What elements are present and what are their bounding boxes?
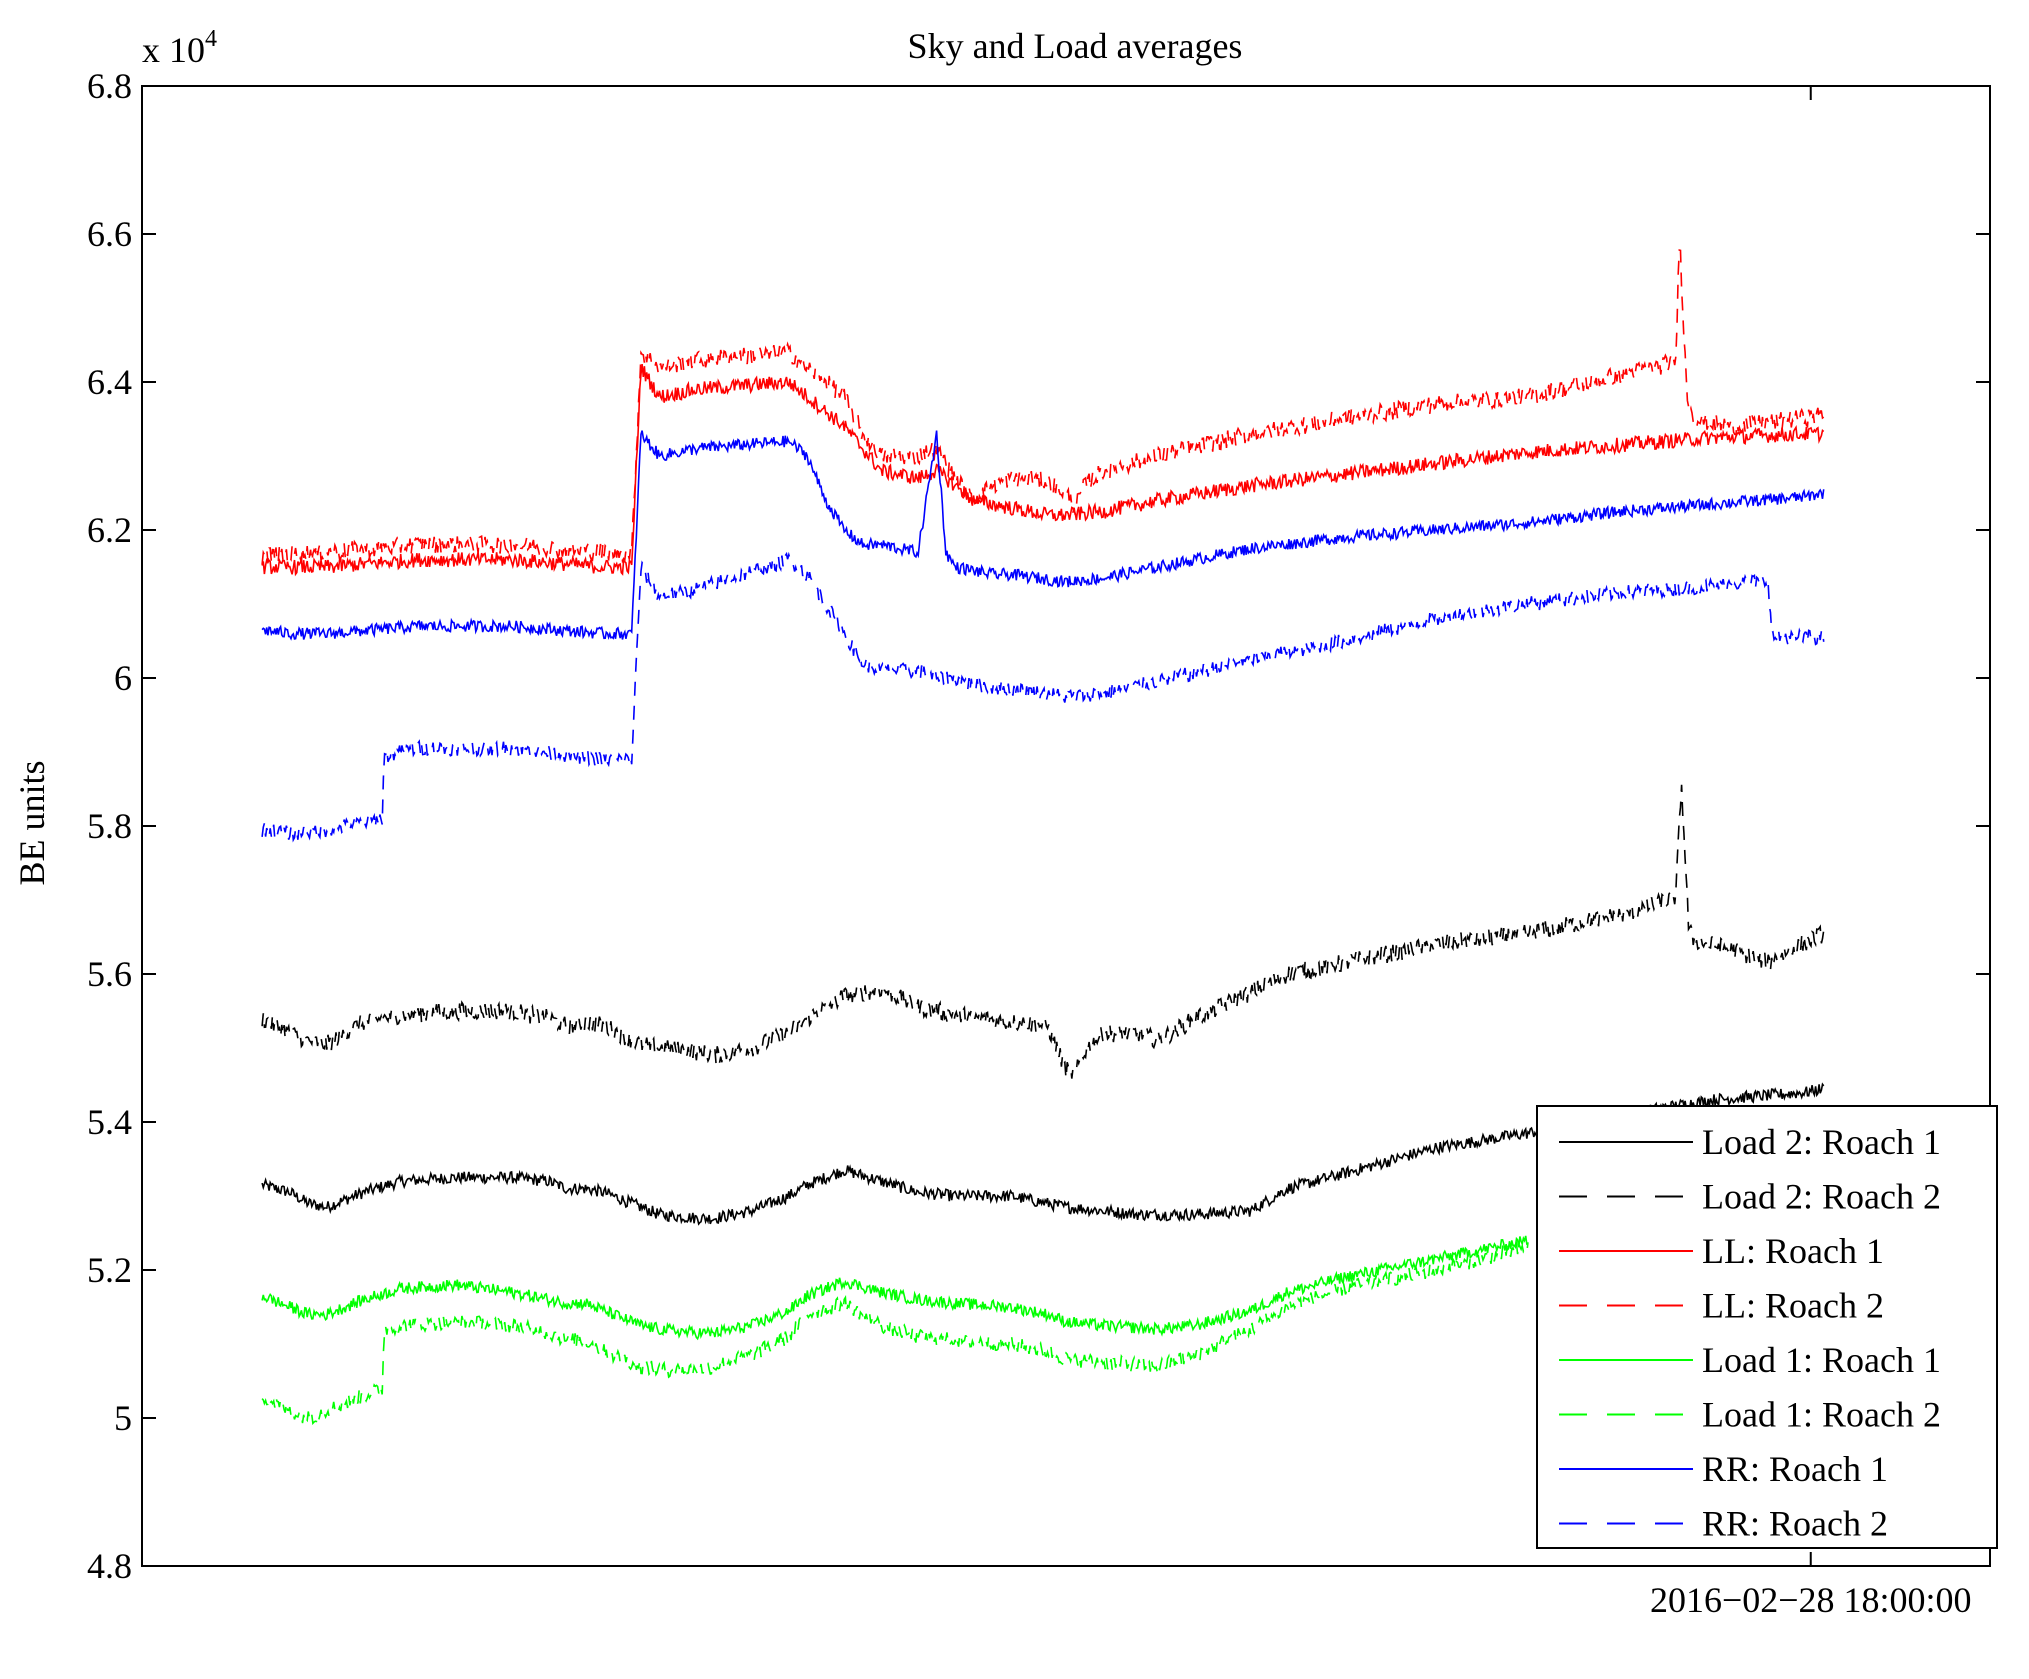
legend-entry: RR: Roach 1	[1702, 1449, 1888, 1489]
y-tick-label: 5.4	[87, 1102, 132, 1142]
y-tick-label: 6.2	[87, 510, 132, 550]
y-tick-label: 6.8	[87, 66, 132, 106]
legend-items: Load 2: Roach 1 Load 2: Roach 2 LL: Roach …	[1559, 1122, 1941, 1544]
y-exponent-label: x 104	[142, 26, 217, 70]
y-tick-label: 5.8	[87, 806, 132, 846]
legend-entry: RR: Roach 2	[1702, 1504, 1888, 1544]
legend-entry: Load 1: Roach 1	[1702, 1340, 1941, 1380]
y-axis-label: BE units	[12, 760, 52, 885]
axis-ticks: 4.8 5 5.2 5.4 5.6 5.8 6 6.2 6.4 6.6 6.8 2016−02−28 …	[87, 66, 1990, 1620]
series-line	[261, 249, 1825, 565]
legend-entry: Load 1: Roach 2	[1702, 1395, 1941, 1435]
legend-entry: LL: Roach 2	[1702, 1286, 1884, 1326]
series-line	[261, 1235, 1529, 1341]
x-tick-label: 2016−02−28 18:00:00	[1650, 1580, 1972, 1620]
series-line	[261, 551, 1825, 843]
plot-area	[261, 249, 1825, 1426]
legend-box	[1536, 1105, 1998, 1549]
chart-title: Sky and Load averages	[908, 26, 1243, 66]
series-line	[261, 784, 1825, 1079]
series-line	[261, 430, 1825, 641]
y-tick-label: 5.2	[87, 1250, 132, 1290]
series-line	[261, 364, 1825, 577]
legend: Load 2: Roach 1 Load 2: Roach 2 LL: Roach …	[1536, 1105, 1998, 1549]
legend-entry: LL: Roach 1	[1702, 1231, 1884, 1271]
y-tick-label: 6.6	[87, 214, 132, 254]
legend-entry: Load 2: Roach 1	[1702, 1122, 1941, 1162]
y-tick-label: 5	[114, 1398, 132, 1438]
y-exponent-base: x 10	[142, 30, 205, 70]
y-tick-label: 6	[114, 658, 132, 698]
y-tick-label: 6.4	[87, 362, 132, 402]
y-tick-label: 4.8	[87, 1546, 132, 1586]
series-line	[261, 1241, 1529, 1426]
y-tick-label: 5.6	[87, 954, 132, 994]
legend-entry: Load 2: Roach 2	[1702, 1177, 1941, 1217]
y-exponent-power: 4	[205, 26, 217, 52]
